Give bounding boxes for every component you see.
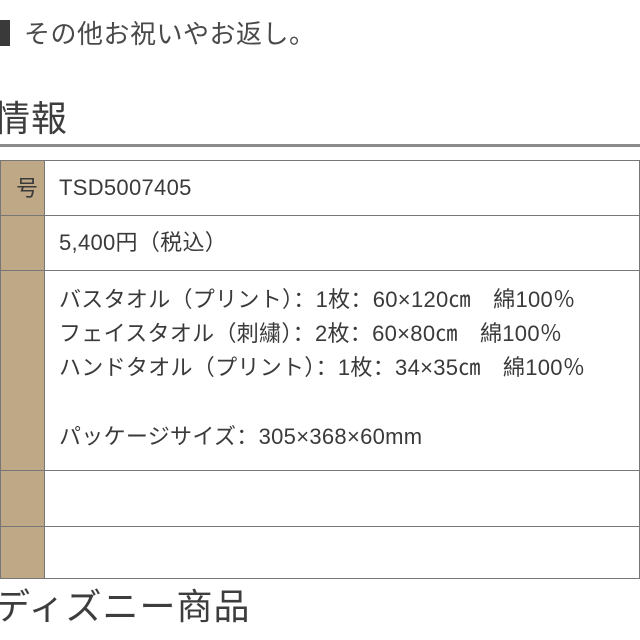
- spec-line: ハンドタオル（プリント）：1枚：34×35㎝ 綿100％: [59, 355, 585, 380]
- section-heading: 情報: [0, 90, 68, 150]
- table-row: [1, 526, 640, 578]
- top-bullet-line: その他お祝いやお返し。: [0, 14, 316, 51]
- product-code-value: TSD5007405: [45, 161, 640, 216]
- table-row: 5,400円（税込）: [1, 216, 640, 271]
- product-info-table: 号 TSD5007405 5,400円（税込） バスタオル（プリント）：1枚：6…: [0, 160, 640, 579]
- row-label: [1, 271, 45, 470]
- row-label: [1, 526, 45, 578]
- empty-value: [45, 526, 640, 578]
- row-label: [1, 470, 45, 526]
- page-root: その他お祝いやお返し。 情報 号 TSD5007405 5,400円（税込） バ…: [0, 0, 640, 640]
- empty-value: [45, 470, 640, 526]
- spec-line: パッケージサイズ：305×368×60mm: [59, 424, 422, 449]
- bottom-heading: ディズニー商品: [0, 578, 250, 630]
- spec-line: フェイスタオル（刺繍）：2枚：60×80㎝ 綿100％: [59, 321, 562, 346]
- spec-value: バスタオル（プリント）：1枚：60×120㎝ 綿100％ フェイスタオル（刺繍）…: [45, 271, 640, 470]
- table-row: バスタオル（プリント）：1枚：60×120㎝ 綿100％ フェイスタオル（刺繍）…: [1, 271, 640, 470]
- table-row: [1, 470, 640, 526]
- square-bullet-icon: [0, 20, 10, 46]
- row-label: 号: [1, 161, 45, 216]
- table-row: 号 TSD5007405: [1, 161, 640, 216]
- heading-underline: [0, 144, 640, 147]
- row-label: [1, 216, 45, 271]
- price-value: 5,400円（税込）: [45, 216, 640, 271]
- spec-line: バスタオル（プリント）：1枚：60×120㎝ 綿100％: [59, 287, 575, 312]
- top-bullet-text: その他お祝いやお返し。: [24, 14, 316, 51]
